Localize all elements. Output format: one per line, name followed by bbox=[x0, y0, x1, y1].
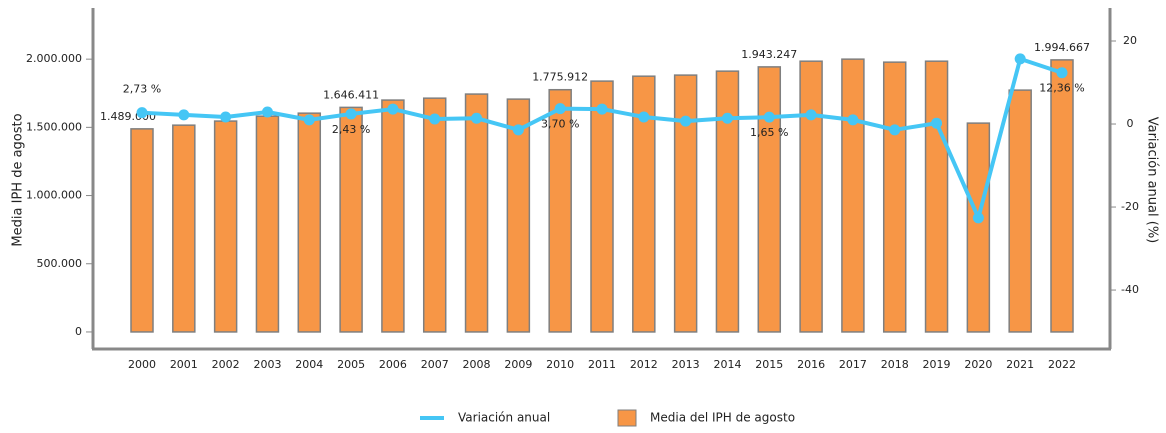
line-point bbox=[303, 114, 315, 126]
line-point bbox=[596, 103, 608, 115]
line-point bbox=[178, 109, 190, 121]
line-value-label: 1,65 % bbox=[750, 126, 788, 139]
bar bbox=[757, 66, 782, 333]
y2-tick-label: 0 bbox=[1127, 117, 1134, 130]
y-tick-label: 1.000.000 bbox=[26, 189, 82, 202]
bar bbox=[673, 74, 698, 333]
line-point bbox=[638, 111, 650, 123]
line-point bbox=[387, 103, 399, 115]
x-tick-label: 2001 bbox=[170, 358, 198, 371]
y-axis-label: Media IPH de agosto bbox=[11, 113, 26, 246]
bar bbox=[966, 122, 991, 333]
x-tick-label: 2000 bbox=[128, 358, 156, 371]
line-value-label: 2,73 % bbox=[123, 83, 161, 96]
legend-label: Media del IPH de agosto bbox=[650, 411, 795, 425]
bar bbox=[924, 60, 949, 333]
bar bbox=[632, 75, 656, 333]
x-tick-label: 2019 bbox=[923, 358, 951, 371]
line-point bbox=[889, 124, 901, 136]
x-tick-label: 2020 bbox=[964, 358, 992, 371]
line-point bbox=[931, 117, 943, 129]
bar bbox=[381, 99, 405, 333]
line-point bbox=[429, 113, 441, 125]
line-value-label: 2,43 % bbox=[332, 123, 370, 136]
x-tick-label: 2011 bbox=[588, 358, 616, 371]
x-tick-label: 2003 bbox=[253, 358, 281, 371]
bar bbox=[130, 128, 154, 333]
line-point bbox=[972, 212, 984, 224]
x-tick-label: 2015 bbox=[755, 358, 783, 371]
x-tick-label: 2013 bbox=[672, 358, 700, 371]
line-point bbox=[680, 115, 692, 127]
x-tick-label: 2005 bbox=[337, 358, 365, 371]
bar-value-label: 1.646.411 bbox=[323, 88, 379, 101]
x-tick-label: 2012 bbox=[630, 358, 658, 371]
bar bbox=[1008, 89, 1032, 333]
legend-swatch bbox=[617, 409, 637, 427]
y2-tick-label: -40 bbox=[1121, 283, 1139, 296]
bar-value-label: 1.775.912 bbox=[532, 71, 588, 84]
x-tick-label: 2008 bbox=[463, 358, 491, 371]
line-point bbox=[554, 103, 566, 115]
line-point bbox=[136, 107, 148, 119]
bar bbox=[590, 80, 614, 333]
bar bbox=[297, 112, 322, 333]
bar bbox=[464, 93, 489, 333]
line-point bbox=[261, 106, 273, 118]
legend-label: Variación anual bbox=[458, 411, 550, 425]
y2-tick-label: -20 bbox=[1121, 200, 1139, 213]
bar bbox=[339, 106, 363, 333]
bar-value-label: 1.943.247 bbox=[741, 48, 797, 61]
x-tick-label: 2014 bbox=[713, 358, 741, 371]
line-point bbox=[721, 112, 733, 124]
x-tick-label: 2016 bbox=[797, 358, 825, 371]
bar bbox=[799, 60, 823, 333]
bar bbox=[1050, 59, 1074, 333]
bar bbox=[841, 58, 865, 333]
x-tick-label: 2006 bbox=[379, 358, 407, 371]
x-tick-label: 2018 bbox=[881, 358, 909, 371]
line-point bbox=[471, 112, 483, 124]
line-point bbox=[512, 124, 524, 136]
bar-value-label: 1.994.667 bbox=[1034, 41, 1090, 54]
line-point bbox=[345, 108, 357, 120]
x-tick-label: 2022 bbox=[1048, 358, 1076, 371]
bar bbox=[213, 120, 238, 333]
x-tick-label: 2017 bbox=[839, 358, 867, 371]
line-point bbox=[847, 114, 859, 126]
bar bbox=[172, 124, 196, 333]
line-point bbox=[1014, 53, 1026, 65]
x-tick-label: 2002 bbox=[212, 358, 240, 371]
bar bbox=[255, 115, 280, 333]
y2-axis-label: Variación anual (%) bbox=[1145, 117, 1160, 244]
y-tick-label: 0 bbox=[75, 325, 82, 338]
bar bbox=[715, 70, 740, 333]
line-point bbox=[805, 109, 817, 121]
line-point bbox=[763, 111, 775, 123]
x-tick-label: 2009 bbox=[504, 358, 532, 371]
y2-tick-label: 20 bbox=[1123, 34, 1137, 47]
x-tick-label: 2010 bbox=[546, 358, 574, 371]
line-value-label: 12,36 % bbox=[1039, 82, 1084, 95]
x-tick-label: 2021 bbox=[1006, 358, 1034, 371]
x-tick-label: 2004 bbox=[295, 358, 323, 371]
y-tick-label: 1.500.000 bbox=[26, 120, 82, 133]
bar bbox=[506, 98, 531, 333]
line-value-label: 3,70 % bbox=[541, 118, 579, 131]
y-tick-label: 500.000 bbox=[37, 257, 83, 270]
x-tick-label: 2007 bbox=[421, 358, 449, 371]
line-point bbox=[1056, 67, 1068, 79]
y-tick-label: 2.000.000 bbox=[26, 52, 82, 65]
bar bbox=[422, 97, 447, 333]
line-point bbox=[220, 111, 232, 123]
bar bbox=[882, 61, 907, 333]
bar bbox=[548, 88, 572, 333]
